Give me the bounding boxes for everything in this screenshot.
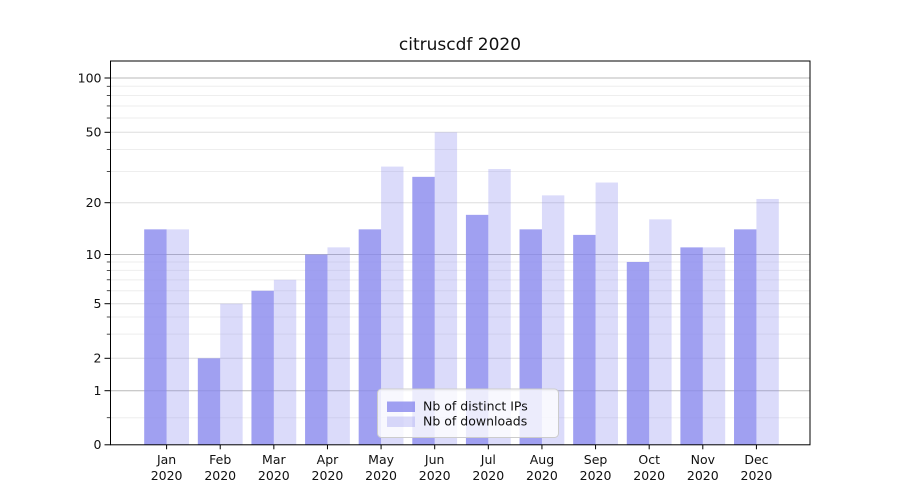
y-tick-label-0: 0 <box>94 437 102 452</box>
bar-distinct-ips-oct <box>626 261 650 445</box>
x-tick-label-month-jul: Jul <box>480 452 496 467</box>
bar-downloads-jan <box>166 229 189 445</box>
x-tick-label-month-may: May <box>368 452 394 467</box>
bar-distinct-ips-dec <box>734 229 757 445</box>
x-tick-label-month-feb: Feb <box>209 452 231 467</box>
bar-downloads-aug <box>541 195 565 445</box>
bar-downloads-jun <box>434 132 458 445</box>
x-tick-label-month-sep: Sep <box>584 452 608 467</box>
x-tick-label-year-dec: 2020 <box>741 468 773 483</box>
legend-label-distinct-ips: Nb of distinct IPs <box>423 399 528 414</box>
legend: Nb of distinct IPs Nb of downloads <box>377 388 559 438</box>
x-tick-label-month-dec: Dec <box>744 452 768 467</box>
x-tick-label-month-mar: Mar <box>262 452 286 467</box>
bar-downloads-sep <box>595 182 618 445</box>
x-tick-label-year-jan: 2020 <box>151 468 183 483</box>
x-tick-label-year-jun: 2020 <box>419 468 451 483</box>
bar-downloads-mar <box>273 279 297 445</box>
x-tick-label-year-oct: 2020 <box>633 468 665 483</box>
y-tick-label-2: 2 <box>94 351 102 366</box>
chart-title: citruscdf 2020 <box>399 35 521 55</box>
bar-distinct-ips-jul <box>465 214 489 445</box>
bar-downloads-may <box>381 166 404 445</box>
legend-swatch-downloads <box>387 416 415 427</box>
x-tick-label-year-may: 2020 <box>365 468 397 483</box>
x-tick-label-year-sep: 2020 <box>580 468 612 483</box>
bar-downloads-feb <box>220 303 243 445</box>
bar-distinct-ips-may <box>358 229 382 445</box>
x-tick-label-month-jun: Jun <box>424 452 445 467</box>
bar-distinct-ips-jun <box>412 176 435 445</box>
x-tick-label-month-jan: Jan <box>156 452 176 467</box>
bar-distinct-ips-feb <box>197 358 221 445</box>
y-tick-label-20: 20 <box>86 195 102 210</box>
bar-distinct-ips-sep <box>573 234 596 445</box>
legend-swatch-distinct-ips <box>387 401 415 412</box>
legend-label-downloads: Nb of downloads <box>423 414 527 429</box>
y-tick-label-10: 10 <box>86 247 102 262</box>
axis-ticks-and-labels: 0125102050100Jan2020Feb2020Mar2020Apr202… <box>78 70 773 483</box>
x-tick-label-month-nov: Nov <box>691 452 716 467</box>
bar-distinct-ips-nov <box>680 247 703 445</box>
y-tick-label-100: 100 <box>78 70 102 85</box>
x-tick-label-month-apr: Apr <box>317 452 339 467</box>
y-tick-label-5: 5 <box>94 296 102 311</box>
bar-downloads-dec <box>756 198 779 445</box>
bar-downloads-apr <box>327 247 350 445</box>
bar-distinct-ips-mar <box>251 290 274 445</box>
legend-box <box>377 388 559 438</box>
x-tick-label-year-apr: 2020 <box>312 468 344 483</box>
x-tick-label-month-oct: Oct <box>638 452 660 467</box>
bar-downloads-jul <box>488 169 511 445</box>
y-tick-label-1: 1 <box>94 383 102 398</box>
x-tick-label-year-aug: 2020 <box>526 468 558 483</box>
x-tick-label-year-mar: 2020 <box>258 468 290 483</box>
x-tick-label-month-aug: Aug <box>530 452 554 467</box>
plot-border <box>110 60 811 446</box>
bar-downloads-oct <box>649 219 672 445</box>
bar-distinct-ips-apr <box>305 254 328 445</box>
x-tick-label-year-jul: 2020 <box>472 468 504 483</box>
bar-distinct-ips-jan <box>144 229 167 445</box>
y-tick-label-50: 50 <box>86 125 102 140</box>
x-tick-label-year-nov: 2020 <box>687 468 719 483</box>
x-tick-label-year-feb: 2020 <box>204 468 236 483</box>
bar-downloads-nov <box>702 247 726 445</box>
